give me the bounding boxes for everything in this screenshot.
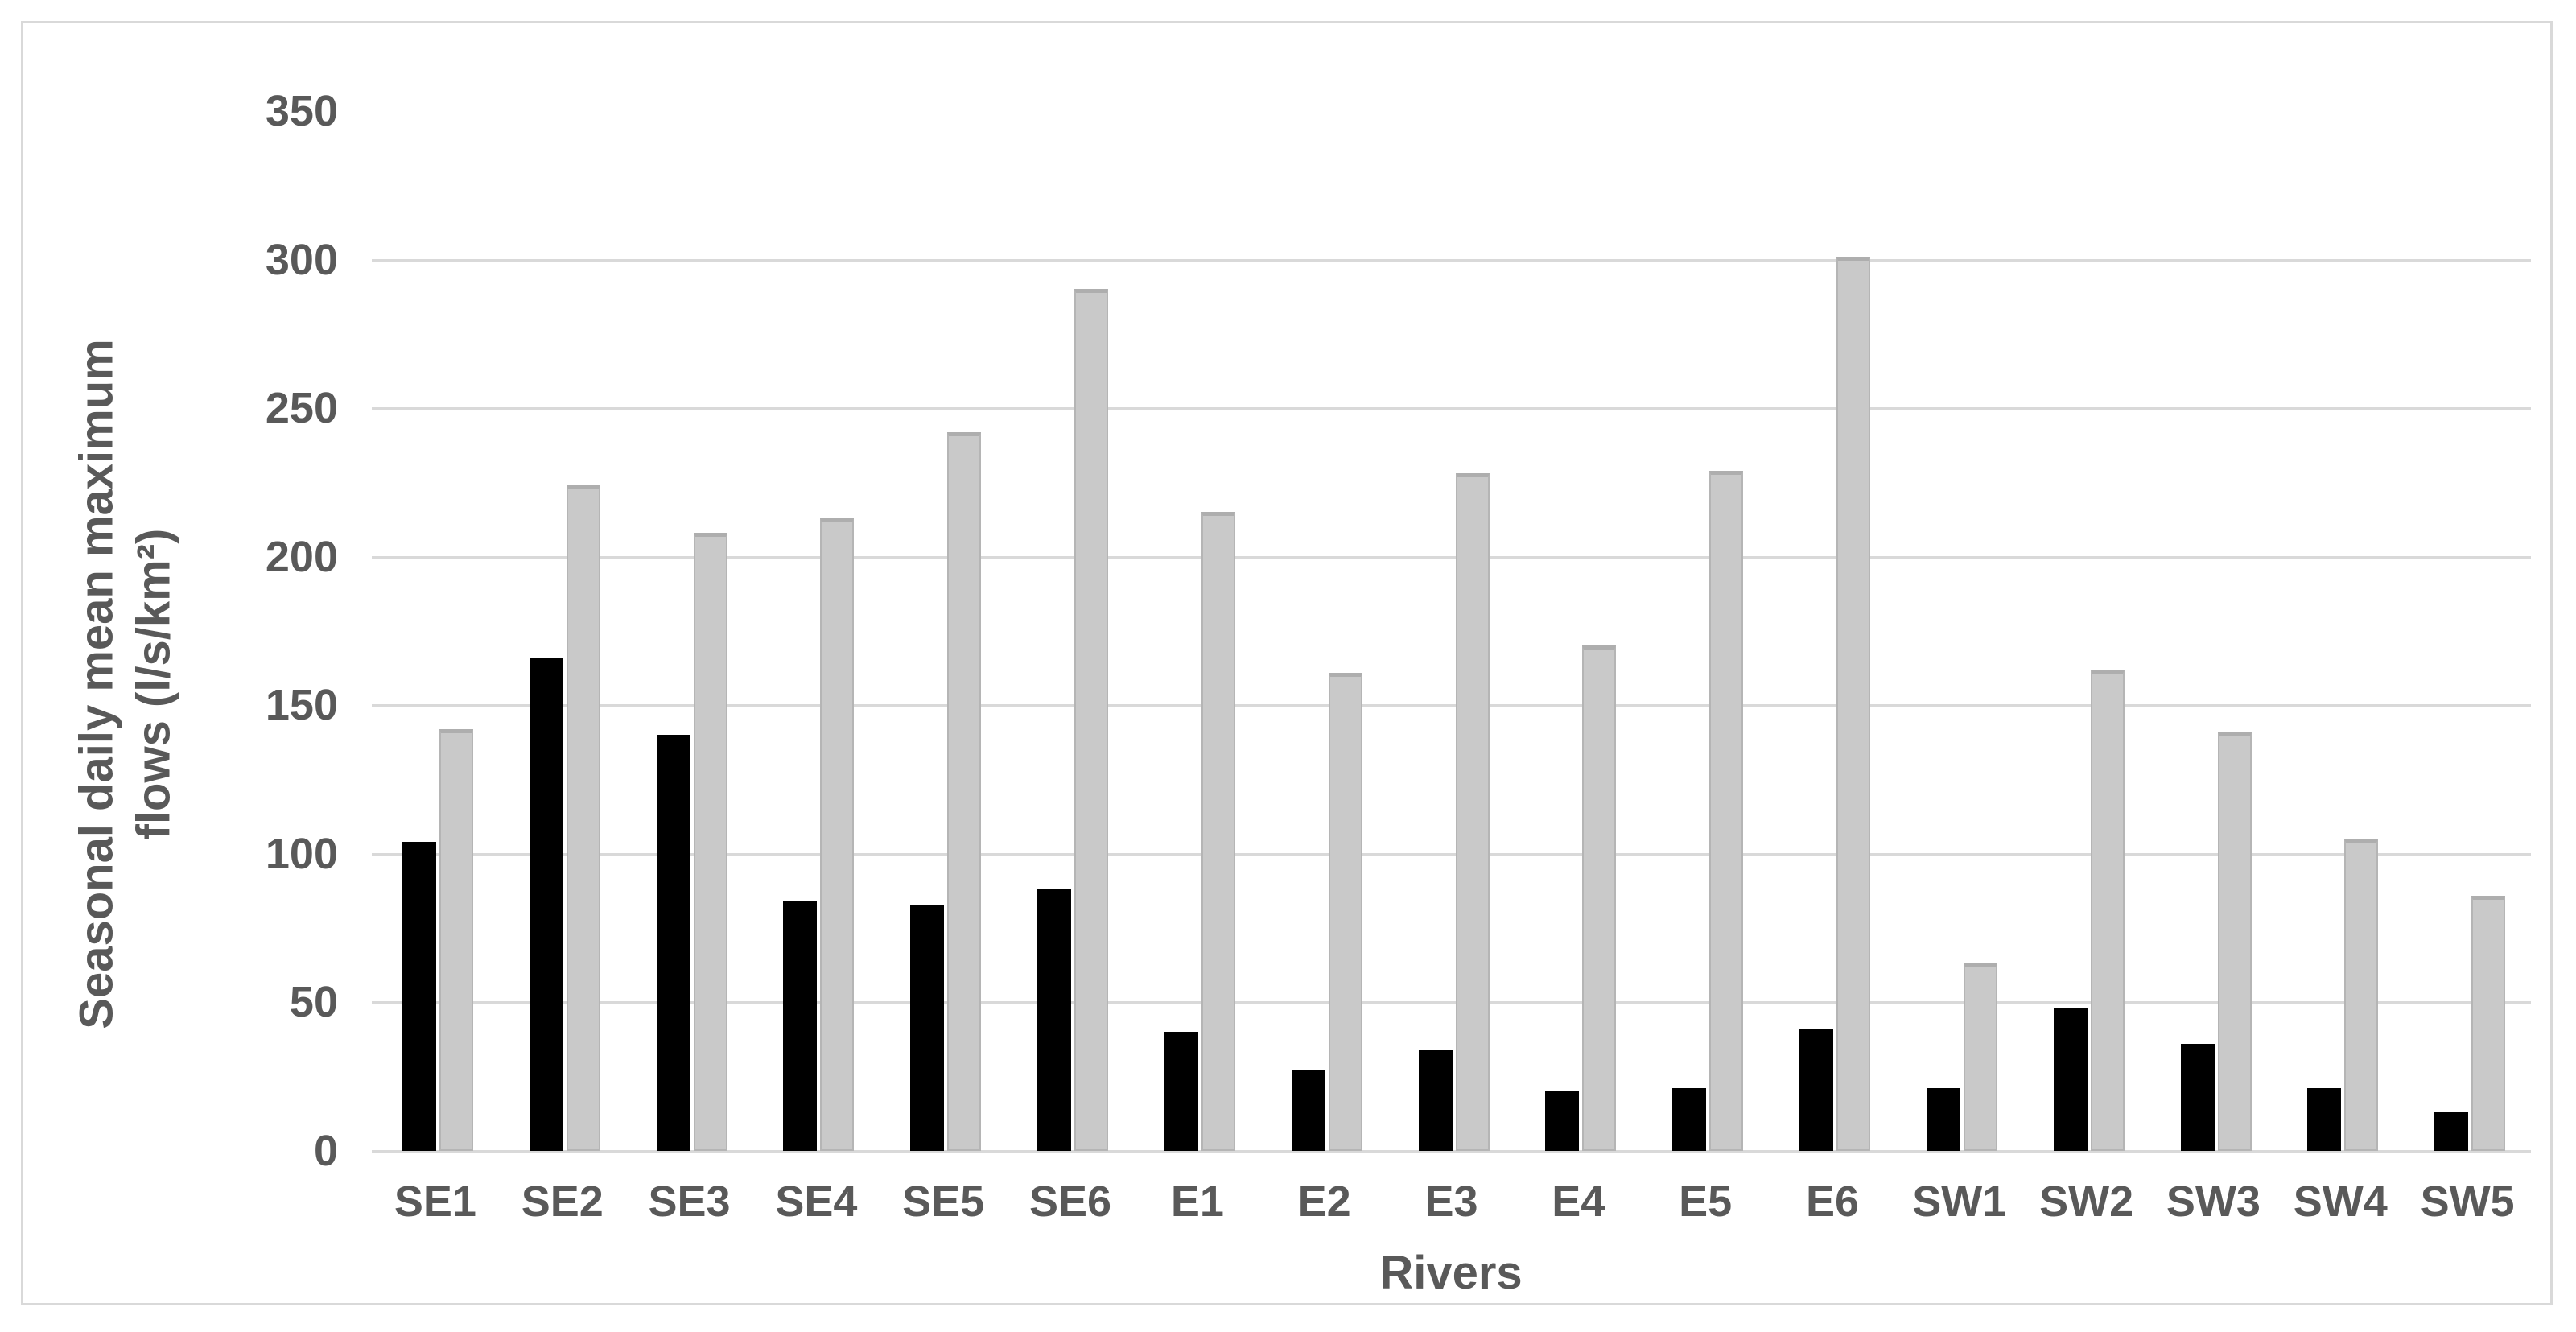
bar-E6-gray bbox=[1836, 257, 1871, 1151]
gridline-300 bbox=[372, 258, 2531, 262]
y-axis-title-line-1: Seasonal daily mean maximum bbox=[70, 339, 123, 1029]
bar-SE1-black bbox=[402, 842, 436, 1151]
gridline-50 bbox=[372, 1001, 2531, 1004]
x-tick-label-SW1: SW1 bbox=[1912, 1177, 2007, 1226]
y-axis-title-line-2: flows (l/s/km²) bbox=[127, 528, 179, 840]
x-tick-label-E4: E4 bbox=[1552, 1177, 1605, 1226]
bar-SE6-gray bbox=[1074, 289, 1109, 1151]
bar-E3-gray bbox=[1455, 473, 1490, 1151]
bar-SE1-gray bbox=[439, 729, 473, 1151]
x-tick-label-SE2: SE2 bbox=[521, 1177, 604, 1226]
y-tick-label-350: 350 bbox=[265, 87, 338, 135]
bar-SE5-gray bbox=[947, 432, 982, 1151]
y-tick-label-250: 250 bbox=[265, 384, 338, 433]
bar-E4-gray bbox=[1582, 645, 1617, 1151]
x-tick-label-SE5: SE5 bbox=[902, 1177, 985, 1226]
bar-SW4-black bbox=[2307, 1088, 2342, 1151]
bar-SW5-black bbox=[2434, 1112, 2469, 1151]
bar-E1-black bbox=[1164, 1032, 1198, 1151]
bar-E2-black bbox=[1291, 1070, 1325, 1151]
x-tick-label-SE4: SE4 bbox=[775, 1177, 858, 1226]
y-tick-label-0: 0 bbox=[313, 1127, 338, 1175]
plot-area bbox=[372, 111, 2531, 1153]
bar-SE3-gray bbox=[693, 533, 727, 1151]
bar-E3-black bbox=[1418, 1050, 1453, 1151]
y-tick-label-100: 100 bbox=[265, 829, 338, 878]
x-tick-label-SE3: SE3 bbox=[648, 1177, 731, 1226]
x-tick-label-SW4: SW4 bbox=[2293, 1177, 2388, 1226]
bar-SE3-black bbox=[656, 735, 690, 1151]
bar-E5-black bbox=[1672, 1088, 1707, 1151]
x-tick-label-SW5: SW5 bbox=[2420, 1177, 2515, 1226]
gridline-250 bbox=[372, 407, 2531, 410]
bar-SE2-gray bbox=[566, 485, 600, 1151]
x-tick-label-E3: E3 bbox=[1424, 1177, 1478, 1226]
y-tick-label-300: 300 bbox=[265, 235, 338, 284]
bar-E2-gray bbox=[1328, 673, 1362, 1151]
bar-E6-black bbox=[1799, 1029, 1834, 1151]
x-tick-label-E2: E2 bbox=[1297, 1177, 1351, 1226]
bar-SW3-black bbox=[2180, 1044, 2215, 1151]
x-tick-label-SE1: SE1 bbox=[394, 1177, 476, 1226]
x-tick-label-SW3: SW3 bbox=[2166, 1177, 2261, 1226]
bar-SE2-black bbox=[529, 658, 563, 1151]
bar-SW2-black bbox=[2053, 1008, 2088, 1151]
y-tick-label-200: 200 bbox=[265, 532, 338, 581]
gridline-100 bbox=[372, 852, 2531, 856]
x-tick-label-SE6: SE6 bbox=[1028, 1177, 1112, 1226]
bar-SE4-gray bbox=[820, 518, 855, 1151]
gridline-200 bbox=[372, 555, 2531, 559]
bar-SE4-black bbox=[783, 901, 818, 1151]
x-axis-title: Rivers bbox=[1379, 1247, 1523, 1299]
bar-SW2-gray bbox=[2090, 670, 2125, 1151]
bar-E4-black bbox=[1545, 1091, 1580, 1151]
bar-SW1-black bbox=[1926, 1088, 1960, 1151]
y-tick-label-50: 50 bbox=[289, 978, 338, 1027]
bar-SE6-black bbox=[1037, 889, 1072, 1151]
bar-SW3-gray bbox=[2217, 732, 2252, 1151]
x-axis-baseline bbox=[372, 1150, 2531, 1153]
bar-SW5-gray bbox=[2471, 896, 2506, 1151]
bar-SW1-gray bbox=[1963, 963, 1997, 1151]
bar-E1-gray bbox=[1201, 512, 1235, 1151]
bar-E5-gray bbox=[1709, 471, 1744, 1151]
x-tick-label-SW2: SW2 bbox=[2039, 1177, 2134, 1226]
x-tick-label-E5: E5 bbox=[1679, 1177, 1733, 1226]
x-tick-label-E6: E6 bbox=[1805, 1177, 1859, 1226]
y-tick-label-150: 150 bbox=[265, 681, 338, 730]
x-tick-label-E1: E1 bbox=[1170, 1177, 1224, 1226]
gridline-150 bbox=[372, 704, 2531, 707]
bar-SE5-black bbox=[910, 905, 945, 1151]
y-axis-title: Seasonal daily mean maximum flows (l/s/k… bbox=[68, 339, 183, 1029]
bar-SW4-gray bbox=[2344, 839, 2379, 1151]
